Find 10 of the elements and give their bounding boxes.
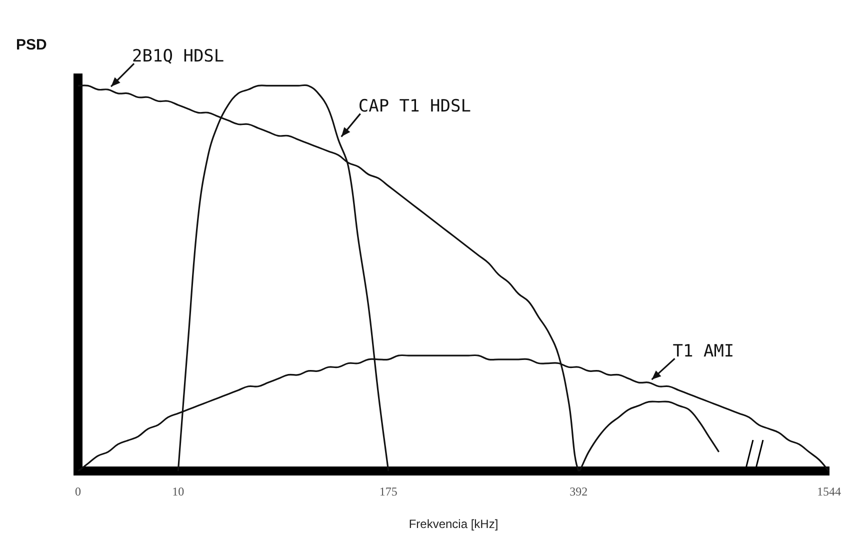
y-axis-title: PSD	[16, 36, 48, 54]
x-tick-label: 10	[172, 484, 184, 499]
x-axis-title: Frekvencia [kHz]	[408, 517, 498, 532]
series-label: CAP T1 HDSL	[358, 96, 471, 117]
x-tick-label: 0	[75, 484, 81, 499]
x-tick-label: 392	[570, 484, 588, 499]
series-label: T1 AMI	[672, 341, 734, 362]
x-tick-label: 1544	[817, 484, 841, 499]
x-tick-label: 175	[379, 484, 398, 499]
series-label: 2B1Q HDSL	[132, 46, 224, 66]
